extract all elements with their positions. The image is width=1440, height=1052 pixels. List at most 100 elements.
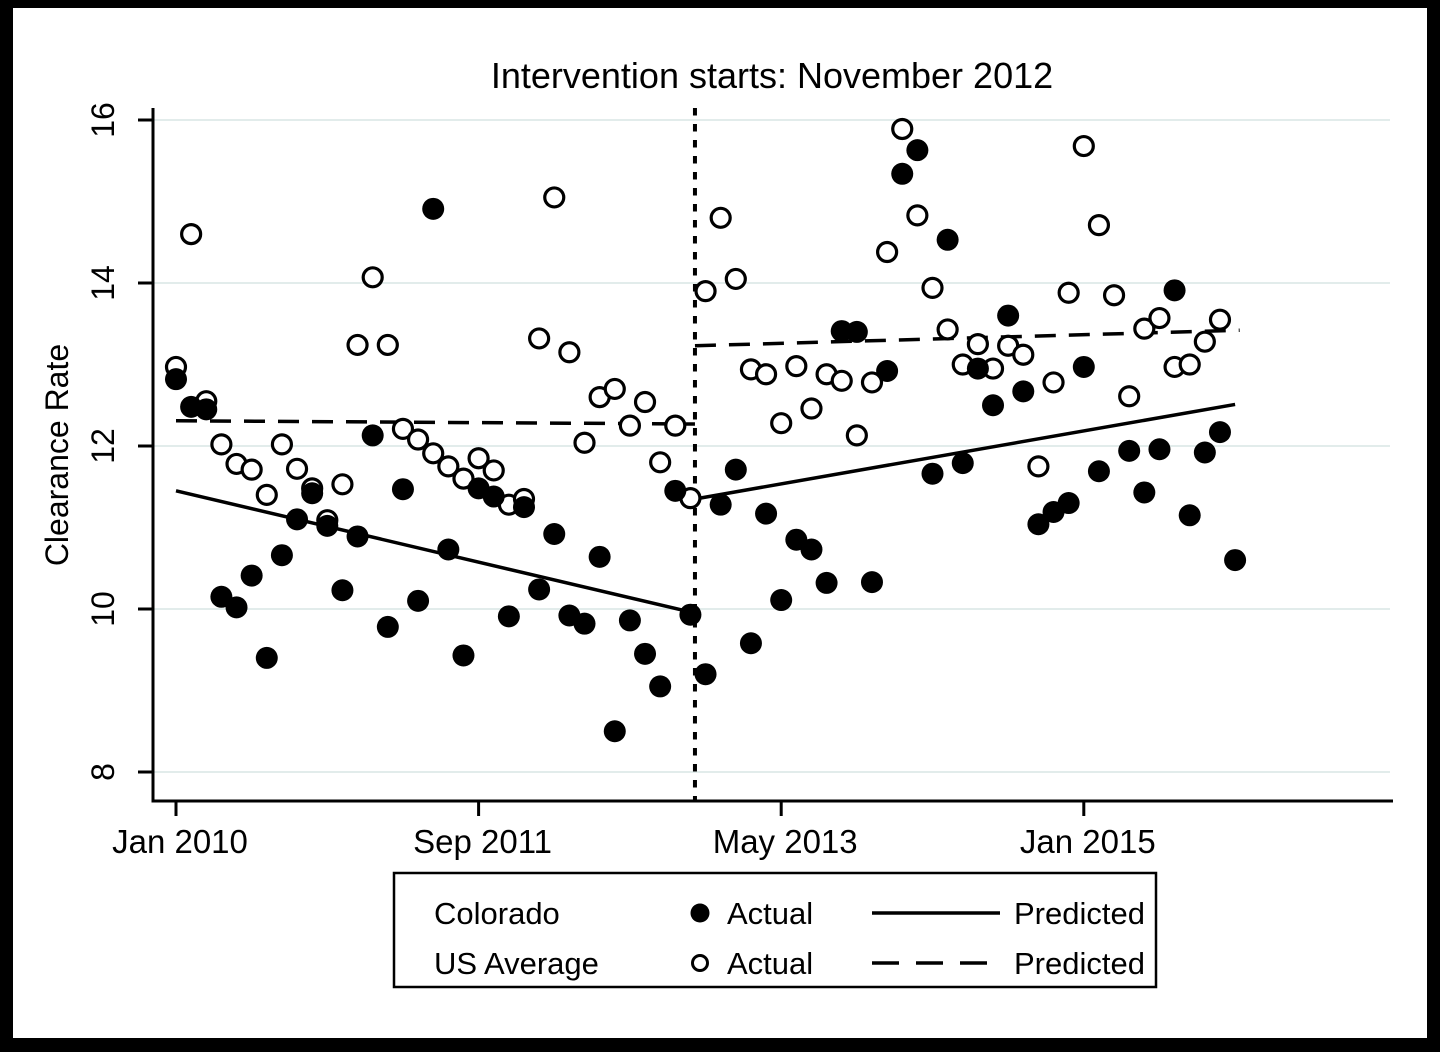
series-colorado-actual: [165, 139, 1247, 743]
us-average-point: [270, 433, 294, 456]
legend-row-us-average: US Average Actual Predicted: [434, 946, 1145, 981]
us-average-point: [603, 377, 626, 401]
us-average-point: [633, 390, 657, 414]
us-average-point: [694, 280, 717, 303]
us-average-point: [876, 240, 899, 264]
predicted-line-0-solid: [175, 489, 696, 615]
us-average-point: [467, 447, 490, 470]
us-average-point: [361, 266, 384, 289]
us-average-point: [1193, 330, 1216, 353]
colorado-point: [1224, 549, 1247, 572]
axes: 8 10 12 14 16 Jan 2010 Sep 2011 May 2013 Jan 201…: [85, 102, 1393, 860]
us-average-point: [422, 442, 445, 465]
colorado-point: [1133, 481, 1156, 504]
colorado-point: [891, 162, 914, 185]
us-average-point: [785, 355, 808, 378]
us-average-point: [543, 186, 566, 209]
legend-predicted-label: Predicted: [1014, 896, 1145, 931]
colorado-point: [588, 545, 611, 568]
x-tick-label-2: May 2013: [713, 823, 858, 860]
us-average-point: [1072, 134, 1095, 158]
us-average-point: [618, 414, 642, 437]
us-average-point: [830, 369, 853, 392]
colorado-point: [724, 458, 747, 481]
legend-marker-open-circle: [691, 954, 709, 972]
us-average-point: [452, 467, 475, 490]
colorado-point: [618, 609, 641, 632]
colorado-point: [800, 538, 823, 561]
colorado-point: [664, 479, 687, 502]
gridlines: [154, 119, 1390, 773]
colorado-point: [376, 615, 399, 638]
colorado-point: [1208, 421, 1231, 444]
us-average-point: [1208, 308, 1232, 331]
colorado-point: [165, 368, 187, 391]
us-average-point: [770, 412, 793, 435]
series-us-average-actual: [164, 117, 1232, 532]
colorado-point: [452, 644, 475, 667]
y-tick-label-8: 8: [85, 763, 121, 781]
us-average-point: [558, 341, 581, 364]
colorado-point: [1118, 439, 1141, 462]
colorado-point: [270, 544, 293, 567]
y-axis-title: Clearance Rate: [39, 344, 75, 566]
colorado-point: [316, 514, 339, 537]
us-average-point: [1057, 281, 1080, 304]
colorado-point: [603, 720, 626, 743]
us-average-point: [966, 333, 989, 356]
colorado-point: [1027, 513, 1050, 536]
us-average-point: [528, 327, 551, 350]
colorado-point: [1072, 355, 1095, 378]
legend: Colorado Actual Predicted US Average Actual P…: [392, 871, 1158, 989]
colorado-point: [1057, 492, 1080, 515]
colorado-point: [755, 502, 778, 525]
legend-series-label: Colorado: [434, 896, 560, 931]
colorado-point: [361, 424, 384, 447]
us-average-point: [1148, 306, 1171, 330]
colorado-point: [286, 508, 309, 531]
legend-series-label: US Average: [434, 946, 599, 981]
us-average-point: [376, 333, 399, 357]
colorado-point: [331, 579, 354, 602]
colorado-point: [1012, 380, 1035, 403]
legend-predicted-label: Predicted: [1014, 946, 1145, 981]
us-average-point: [180, 223, 203, 246]
colorado-point: [709, 493, 732, 516]
colorado-point: [422, 197, 445, 220]
us-average-point: [240, 458, 263, 481]
us-average-point: [649, 451, 672, 474]
colorado-point: [391, 478, 414, 501]
us-average-point: [664, 414, 687, 437]
colorado-point: [936, 228, 959, 251]
colorado-point: [573, 612, 596, 635]
colorado-point: [982, 394, 1005, 417]
y-tick-label-10: 10: [85, 591, 121, 627]
colorado-point: [482, 485, 505, 508]
us-average-point: [1087, 214, 1111, 237]
legend-actual-label: Actual: [727, 896, 813, 931]
colorado-point: [739, 632, 762, 655]
legend-box: [392, 871, 1158, 989]
predicted-line-2-dashed: [175, 418, 695, 426]
colorado-point: [225, 596, 248, 619]
colorado-point: [649, 675, 672, 698]
colorado-point: [1087, 460, 1110, 483]
colorado-point: [694, 663, 717, 686]
us-average-point: [891, 117, 914, 141]
colorado-point: [512, 496, 535, 519]
colorado-point: [921, 462, 944, 485]
us-average-point: [800, 397, 823, 420]
us-average-point: [1133, 317, 1156, 340]
colorado-point: [951, 452, 974, 475]
colorado-point: [407, 589, 430, 612]
us-average-point: [709, 206, 732, 229]
colorado-point: [876, 360, 899, 383]
us-average-point: [936, 318, 959, 341]
x-tick-label-0: Jan 2010: [112, 823, 248, 860]
us-average-point: [255, 483, 278, 506]
x-tick-label-3: Jan 2015: [1020, 823, 1156, 860]
us-average-point: [285, 457, 309, 480]
us-average-point: [754, 363, 778, 386]
